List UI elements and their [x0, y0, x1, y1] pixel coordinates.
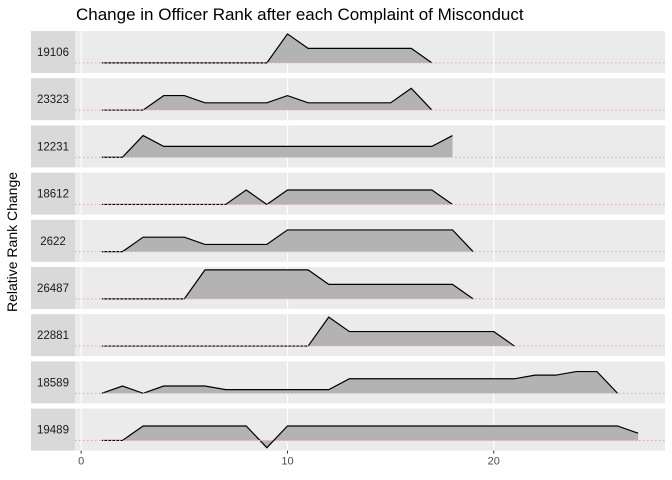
- facet-panel: 26487: [31, 267, 665, 309]
- facet-strip-label: 23323: [37, 94, 69, 106]
- series-line: [101, 33, 433, 64]
- facet-strip-label: 19106: [37, 47, 69, 59]
- facet-strip: [31, 31, 75, 73]
- facet-strip: [31, 78, 75, 121]
- facet-strip-label: 18612: [37, 189, 69, 201]
- series-area: [101, 88, 432, 111]
- facet-panel: 18589: [31, 361, 665, 404]
- facet-panel: 19106: [31, 31, 665, 73]
- series-area: [101, 229, 474, 252]
- facet-strip-label: 2622: [40, 236, 66, 248]
- x-tick-label: 0: [78, 456, 84, 468]
- facet-strip: [31, 361, 75, 404]
- facet-panel: 12231: [31, 125, 665, 168]
- facet-panels: 19106 23323 12231 18612 2622 26487 22881 18589 1…: [31, 31, 665, 451]
- facet-panel: 22881: [31, 314, 665, 357]
- series-line: [101, 134, 453, 158]
- y-axis-label: Relative Rank Change: [4, 172, 20, 312]
- facet-strip: [31, 408, 75, 451]
- facet-strip: [31, 314, 75, 357]
- series-line: [101, 87, 433, 111]
- series-line: [101, 370, 618, 394]
- facet-panel: 23323: [31, 78, 665, 121]
- chart-title: Change in Officer Rank after each Compla…: [76, 5, 524, 24]
- series-line: [101, 229, 474, 253]
- facet-strip: [31, 125, 75, 168]
- series-area: [101, 269, 474, 299]
- x-tick-label: 10: [281, 456, 293, 468]
- facet-strip-label: 18589: [37, 377, 69, 389]
- facet-strip-label: 19489: [37, 425, 69, 437]
- series-area: [101, 317, 515, 347]
- series-line: [101, 425, 639, 449]
- facet-strip-label: 22881: [37, 330, 69, 342]
- series-area: [101, 425, 639, 448]
- x-axis: 0 10 20: [78, 450, 500, 468]
- facet-strip: [31, 172, 75, 215]
- facet-strip-label: 12231: [37, 141, 69, 153]
- facet-panel: 18612: [31, 172, 665, 215]
- series-area: [101, 371, 618, 394]
- x-tick-label: 20: [488, 456, 500, 468]
- facet-strip: [31, 267, 75, 309]
- facet-panel: 19489: [31, 408, 665, 451]
- facet-panel: 2622: [31, 219, 665, 262]
- facet-strip: [31, 219, 75, 262]
- series-area: [101, 33, 432, 63]
- facet-strip-label: 26487: [37, 283, 69, 295]
